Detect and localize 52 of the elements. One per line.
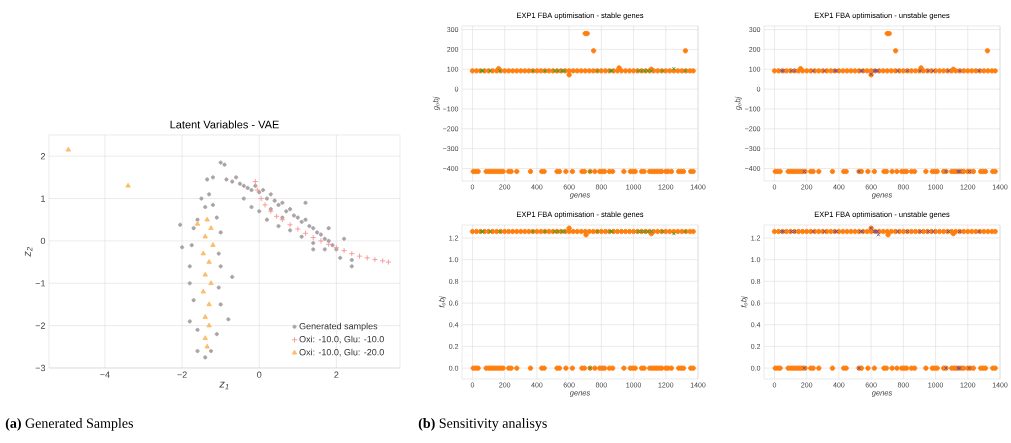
- point: [202, 314, 208, 319]
- point: [200, 250, 206, 256]
- legend-label: Generated samples: [299, 322, 378, 332]
- point: [294, 226, 301, 233]
- point: [200, 288, 206, 294]
- x-tick-label: −2: [177, 371, 187, 378]
- y-tick-label: −2: [35, 322, 46, 329]
- point: [65, 146, 71, 152]
- point: [208, 280, 214, 285]
- chart-title: Latent Variables - VAE: [170, 120, 279, 129]
- point: [287, 221, 294, 228]
- point: [348, 250, 355, 257]
- point: [310, 234, 317, 241]
- y-axis-title: z$_{2}$: [24, 246, 33, 257]
- point: [204, 216, 210, 222]
- text: (b) Sensitivity analisys: [418, 418, 547, 431]
- point: [202, 271, 208, 277]
- point: [302, 230, 309, 237]
- point: [202, 233, 208, 239]
- point: [210, 242, 216, 247]
- legend-label: Oxi: -10.0, Glu: -10.0: [299, 335, 384, 344]
- x-axis-title: z$_{1}$: [219, 381, 229, 390]
- y-tick-label: 1: [41, 195, 46, 202]
- x-tick-label: 0: [257, 371, 262, 378]
- point: [371, 256, 378, 263]
- y-tick-label: 2: [40, 153, 46, 160]
- point: [206, 259, 212, 264]
- x-tick-label: −4: [100, 371, 110, 378]
- point: [325, 241, 332, 248]
- point: [379, 257, 386, 264]
- y-tick-label: −1: [35, 280, 46, 287]
- point: [204, 343, 210, 349]
- point: [206, 301, 212, 307]
- y-tick-label: 0: [40, 237, 46, 245]
- point: [364, 254, 371, 261]
- point: [125, 182, 131, 188]
- legend-label: Oxi: -10.0, Glu: -20.0: [299, 348, 384, 357]
- point: [341, 247, 348, 254]
- point: [262, 201, 269, 208]
- x-tick-label: 2: [334, 371, 339, 378]
- point: [317, 237, 324, 244]
- y-tick-label: −3: [35, 364, 46, 372]
- point: [252, 178, 259, 185]
- point: [273, 213, 280, 220]
- point: [206, 322, 212, 328]
- point: [258, 195, 265, 202]
- point: [194, 220, 201, 226]
- point: [202, 335, 208, 341]
- point: [356, 253, 363, 260]
- text: (a) Generated Samples: [5, 418, 133, 431]
- point: [208, 225, 214, 230]
- point: [385, 259, 392, 266]
